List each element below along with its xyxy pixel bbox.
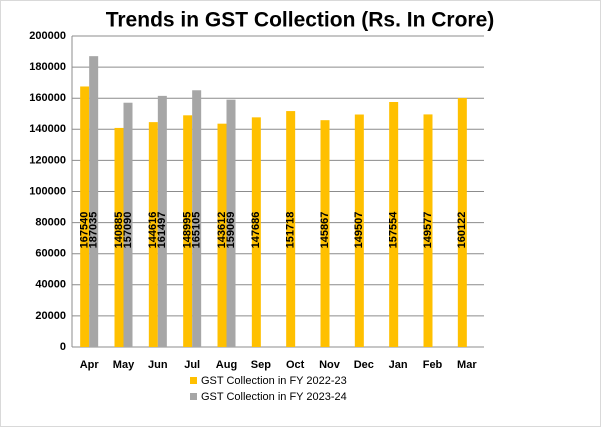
x-tick-label: May [113,359,135,371]
x-tick-label: Oct [286,359,305,371]
y-tick-label: 20000 [35,310,66,322]
data-label: 145867 [319,212,331,249]
bar [320,120,330,347]
data-label: 151718 [285,212,297,249]
data-label: 187035 [88,212,100,249]
y-tick-label: 100000 [29,185,66,197]
bar [123,102,133,347]
bar [457,98,467,348]
bar [157,95,167,347]
y-tick-label: 160000 [29,92,66,104]
x-tick-label: Jun [148,359,168,371]
data-label: 149507 [353,212,365,249]
y-tick-label: 0 [60,341,66,353]
bar [389,102,399,347]
legend-swatch [190,377,197,384]
y-tick-label: 120000 [29,154,66,166]
bar [183,115,193,347]
bar [148,122,158,347]
y-tick-label: 60000 [35,248,66,260]
data-label: 144616 [147,212,159,249]
data-label: 140885 [113,212,125,249]
bar [226,99,236,347]
y-tick-label: 40000 [35,279,66,291]
bar [192,90,202,348]
x-tick-label: Aug [216,359,237,371]
data-label: 157090 [122,212,134,249]
bar [251,117,261,347]
chart-title: Trends in GST Collection (Rs. In Crore) [106,9,495,32]
data-label: 147686 [250,212,262,249]
data-label: 149577 [422,212,434,249]
legend-label: GST Collection in FY 2023-24 [201,391,347,403]
data-label: 167540 [79,212,91,249]
bar [80,86,90,347]
legend-swatch [190,393,197,400]
data-label: 143612 [216,212,228,249]
y-tick-label: 140000 [29,123,66,135]
x-tick-label: Apr [80,359,100,371]
x-tick-label: Jul [184,359,200,371]
bar [89,56,99,347]
data-label: 165105 [191,212,203,249]
x-tick-label: Dec [354,359,374,371]
x-tick-label: Feb [423,359,443,371]
bar [286,111,296,347]
bar [114,127,124,347]
x-tick-label: Jan [389,359,408,371]
bar [217,123,227,347]
x-tick-label: Sep [251,359,271,371]
data-label: 148995 [182,212,194,249]
bar [354,114,364,347]
y-tick-label: 180000 [29,61,66,73]
data-label: 159069 [225,212,237,249]
bar [423,114,433,347]
data-label: 157554 [388,211,400,249]
data-label: 161497 [156,212,168,249]
legend-label: GST Collection in FY 2022-23 [201,375,347,387]
y-tick-label: 80000 [35,217,66,229]
data-label: 160122 [456,212,468,249]
y-tick-label: 200000 [29,30,66,42]
x-tick-label: Mar [457,359,477,371]
x-tick-label: Nov [319,359,341,371]
